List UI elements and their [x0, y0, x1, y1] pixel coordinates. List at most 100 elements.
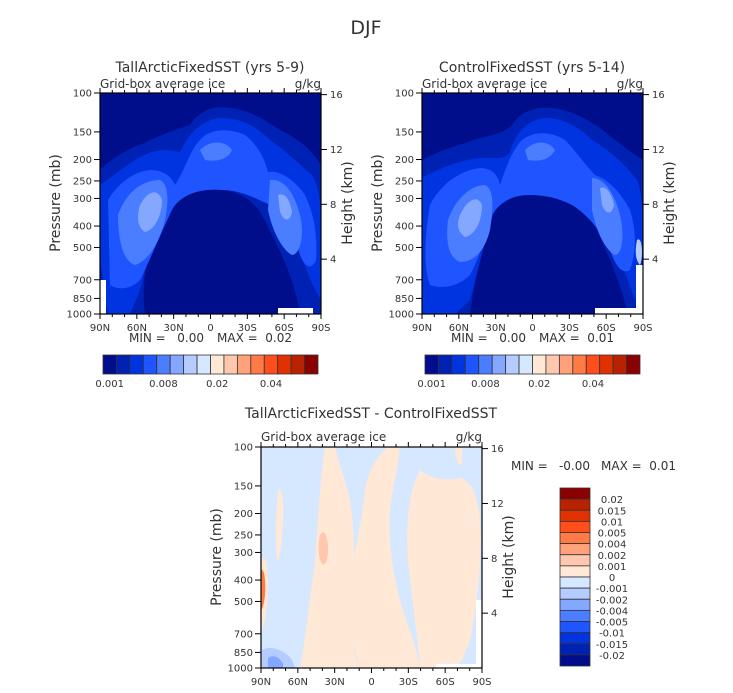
y-tick-label: 200 [395, 155, 414, 166]
min-label: MIN = [511, 459, 548, 473]
x-tick-label: 60S [275, 323, 294, 334]
colorbar-swatch [478, 354, 493, 375]
y-tick-label: 400 [395, 222, 414, 233]
colorbar-swatch [559, 498, 591, 511]
colorbar-swatch [626, 354, 641, 375]
y-tick-label: 200 [234, 509, 253, 520]
colorbar-swatch [464, 354, 480, 375]
panel-subtitle-variable: Grid-box average ice [100, 77, 225, 91]
contour-level-pos-1 [348, 447, 420, 668]
y-tick-label: 200 [73, 155, 92, 166]
y-tick-label: 850 [395, 294, 414, 305]
colorbar-label: -0.002 [596, 595, 628, 606]
colorbar-label: 0.008 [471, 379, 500, 390]
colorbar-swatch [142, 354, 158, 375]
contour-level-pos-3 [407, 470, 481, 668]
x-tick-label: 0 [368, 677, 374, 688]
colorbar-swatch [559, 654, 591, 667]
y2-tick-label: 12 [330, 145, 343, 156]
x-tick-label: 30S [560, 323, 579, 334]
y-tick-label: 250 [73, 176, 92, 187]
colorbar-swatch [559, 609, 591, 622]
y-axis-label: Pressure (mb) [370, 154, 386, 252]
colorbar-label: 0 [609, 573, 615, 584]
panel-subtitle-units: g/kg [617, 77, 643, 91]
x-tick-label: 30N [486, 323, 506, 334]
y2-tick-label: 12 [652, 145, 665, 156]
contour-field [261, 447, 482, 668]
colorbar-swatch [304, 354, 319, 375]
x-tick-label: 60S [436, 677, 455, 688]
y-axis-label: Pressure (mb) [48, 154, 64, 252]
y-tick-label: 500 [234, 597, 253, 608]
colorbar-label: -0.001 [596, 584, 628, 595]
x-tick-label: 30S [399, 677, 418, 688]
y-tick-label: 700 [395, 275, 414, 286]
colorbar-swatch [559, 509, 591, 522]
colorbar-label: 0.04 [582, 379, 604, 390]
colorbar-swatch [102, 354, 117, 375]
max-label: MAX = [217, 331, 258, 345]
colorbar-swatch [183, 354, 198, 375]
colorbar-label: 0.002 [598, 551, 627, 562]
y-tick-label: 100 [73, 89, 92, 100]
panel-title: TallArcticFixedSST (yrs 5-9) [114, 60, 304, 76]
colorbar-label: 0.015 [598, 506, 627, 517]
x-tick-label: 90S [472, 677, 491, 688]
y-tick-label: 500 [395, 243, 414, 254]
x-tick-label: 60N [288, 677, 308, 688]
colorbar-swatch [505, 354, 520, 375]
colorbar: 0.020.0150.010.0050.0040.0020.0010-0.001… [559, 487, 628, 667]
stats-readout: MIN = -0.00 MAX = 0.01 [511, 459, 676, 473]
colorbar-swatch [559, 543, 591, 556]
y-tick-label: 300 [395, 194, 414, 205]
colorbar-swatch [424, 354, 439, 375]
colorbar-swatch [223, 354, 238, 375]
contour-level-6 [635, 239, 642, 265]
colorbar-swatch [559, 587, 591, 600]
colorbar-swatch [236, 354, 252, 375]
x-tick-label: 90N [412, 323, 432, 334]
contour-level-4 [447, 142, 623, 262]
y2-tick-label: 16 [652, 90, 665, 101]
axes: 90N 60N 30N 0 30S 60S 90S 100 150 200 250 300 400 500… [67, 88, 343, 334]
y2-tick-label: 4 [330, 255, 336, 266]
y2-tick-label: 8 [491, 554, 497, 565]
min-label: MIN = [451, 331, 488, 345]
colorbar-swatch [250, 354, 265, 375]
colorbar-swatch [572, 354, 587, 375]
colorbar-swatch [196, 354, 211, 375]
missing-data [476, 600, 482, 668]
y-tick-label: 250 [395, 176, 414, 187]
missing-data [595, 308, 643, 314]
y-tick-label: 300 [73, 194, 92, 205]
y2-tick-label: 16 [330, 90, 343, 101]
contour-level-pos-6 [261, 569, 266, 610]
colorbar-label: -0.005 [596, 618, 628, 629]
y-axis-label: Pressure (mb) [209, 508, 225, 606]
stats-readout: MIN = 0.00 MAX = 0.02 [129, 331, 292, 345]
axes: 90N 60N 30N 0 30S 60S 90S 100 150 200 250 300 400 500… [228, 442, 504, 688]
contour-level-pos-2 [300, 447, 360, 668]
colorbar-label: 0.004 [598, 540, 627, 551]
y-tick-label: 100 [395, 89, 414, 100]
max-value: 0.01 [649, 459, 676, 473]
panel-subtitle-variable: Grid-box average ice [261, 430, 386, 444]
y-tick-label: 1000 [389, 310, 414, 321]
min-label: MIN = [129, 331, 166, 345]
colorbar-swatch [129, 354, 144, 375]
colorbar-label: 0.01 [601, 517, 623, 528]
colorbar-swatch [290, 354, 305, 375]
colorbar-swatch [277, 354, 292, 375]
contour-field [100, 93, 321, 314]
x-tick-label: 0 [529, 323, 535, 334]
y-tick-label: 150 [395, 127, 414, 138]
y-tick-label: 100 [234, 443, 253, 454]
x-tick-label: 90S [633, 323, 652, 334]
y-tick-label: 850 [73, 294, 92, 305]
x-tick-label: 90N [90, 323, 110, 334]
panel-control: ControlFixedSST (yrs 5-14) Grid-box aver… [370, 60, 678, 390]
colorbar-swatch [559, 565, 591, 578]
x-tick-label: 30S [238, 323, 257, 334]
x-tick-label: 0 [207, 323, 213, 334]
